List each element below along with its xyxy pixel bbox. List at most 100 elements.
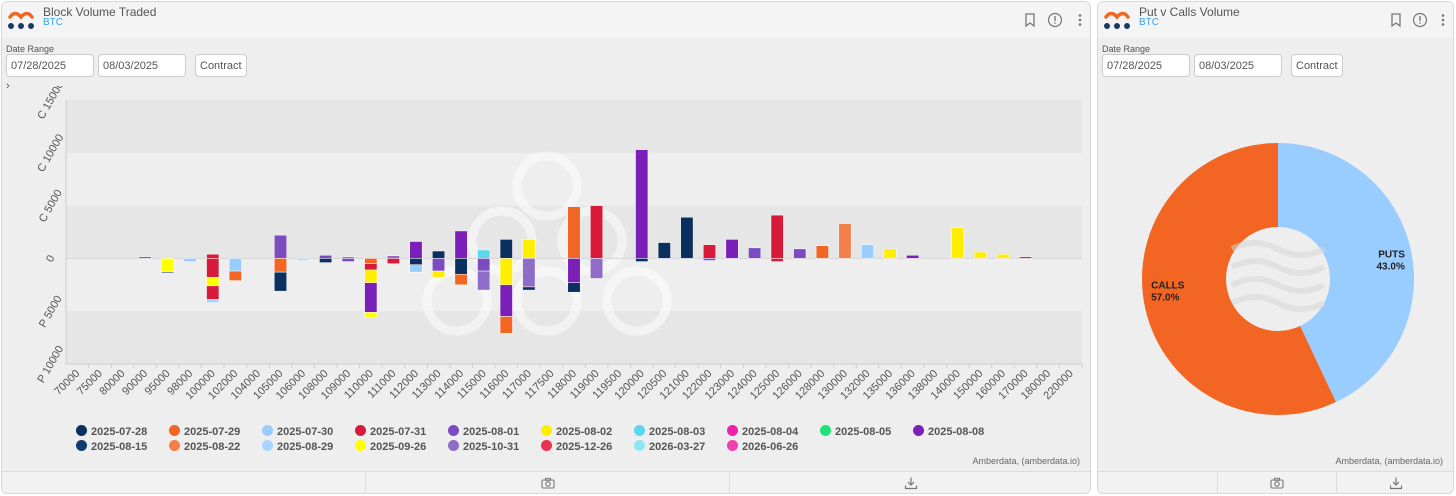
- donut-slice-calls: [1142, 143, 1336, 415]
- more-menu-icon[interactable]: [1435, 12, 1451, 28]
- bar-segment-119000: [590, 205, 604, 259]
- panel-title: Put v Calls Volume: [1139, 5, 1240, 19]
- bookmark-icon[interactable]: [1022, 12, 1038, 28]
- download-button[interactable]: [729, 472, 1090, 493]
- legend-item[interactable]: 2026-03-27: [634, 440, 705, 454]
- bar-segment-117000: [522, 239, 536, 259]
- download-icon[interactable]: [1389, 476, 1403, 490]
- watermark-wave: [1230, 276, 1326, 294]
- bar-segment-100000: [206, 277, 220, 287]
- legend-item[interactable]: 2025-08-01: [448, 425, 519, 439]
- panel-footer: [2, 471, 1090, 493]
- amberdata-logo-icon: [1104, 11, 1130, 29]
- panel-footer: [1098, 471, 1453, 493]
- expand-chevron-icon[interactable]: ›: [6, 80, 10, 92]
- legend-swatch: [541, 425, 552, 436]
- bar-segment-114000: [454, 258, 468, 275]
- legend-item[interactable]: 2025-07-30: [262, 425, 333, 439]
- camera-icon[interactable]: [1270, 476, 1284, 490]
- legend-item[interactable]: 2025-09-26: [355, 440, 426, 454]
- legend-item[interactable]: 2026-06-26: [727, 440, 798, 454]
- bar-segment-110000: [364, 282, 378, 313]
- download-button[interactable]: [1336, 472, 1453, 493]
- download-icon[interactable]: [904, 476, 918, 490]
- bar-segment-116000: [499, 258, 513, 286]
- panel-header: Put v Calls Volume BTC: [1098, 2, 1453, 38]
- legend-swatch: [76, 440, 87, 451]
- bar-segment-110000: [364, 269, 378, 283]
- legend-label: 2025-07-29: [184, 426, 241, 438]
- bar-segment-125000: [770, 258, 784, 262]
- legend-item[interactable]: 2025-08-02: [541, 425, 612, 439]
- end-date-input[interactable]: 08/03/2025: [98, 54, 186, 77]
- info-icon[interactable]: [1047, 12, 1063, 28]
- start-date-input[interactable]: 07/28/2025: [1102, 54, 1190, 77]
- bar-segment-113000: [432, 250, 445, 259]
- legend-swatch: [634, 440, 645, 451]
- bar-segment-120000: [635, 258, 649, 262]
- legend-item[interactable]: 2025-08-04: [727, 425, 798, 439]
- legend-item[interactable]: 2025-07-29: [169, 425, 240, 439]
- slice-name-label: PUTS: [1378, 249, 1405, 260]
- legend-item[interactable]: 2025-08-15: [76, 440, 147, 454]
- legend-item[interactable]: 2025-10-31: [448, 440, 519, 454]
- camera-button[interactable]: [1217, 472, 1336, 493]
- bar-segment-112000: [409, 241, 423, 259]
- legend-label: 2025-08-04: [742, 426, 799, 438]
- bar-segment-122000: [703, 258, 716, 261]
- end-date-input[interactable]: 08/03/2025: [1194, 54, 1282, 77]
- panel-header: Block Volume Traded BTC: [2, 2, 1090, 38]
- legend-item[interactable]: 2025-07-28: [76, 425, 147, 439]
- more-menu-icon[interactable]: [1072, 12, 1088, 28]
- contract-button[interactable]: Contract: [195, 54, 247, 77]
- date-range-label: Date Range: [6, 44, 55, 54]
- bar-segment-118000: [567, 282, 581, 293]
- bar-segment-113000: [432, 258, 445, 272]
- legend-label: 2025-08-03: [649, 426, 706, 438]
- legend-swatch: [820, 425, 831, 436]
- slice-name-label: CALLS: [1151, 281, 1185, 292]
- bar-segment-150000: [973, 251, 987, 259]
- legend-label: 2025-08-01: [463, 426, 520, 438]
- bar-segment-130000: [838, 223, 852, 259]
- legend-swatch: [913, 425, 924, 436]
- chart-credit: Amberdata, (amberdata.io): [1335, 456, 1443, 466]
- bar-segment-102000: [228, 258, 242, 272]
- bar-segment-111000: [386, 255, 400, 259]
- bar-segment-108000: [319, 258, 333, 263]
- camera-button[interactable]: [365, 472, 729, 493]
- bar-segment-115000: [477, 270, 491, 291]
- legend-item[interactable]: 2025-12-26: [541, 440, 612, 454]
- y-tick-label: P 5000: [37, 294, 65, 330]
- block-volume-panel: Block Volume Traded BTC Date Range 07/28…: [1, 1, 1091, 494]
- bar-segment-90000: [138, 256, 152, 259]
- camera-icon[interactable]: [541, 476, 555, 490]
- bar-segment-136000: [906, 254, 920, 259]
- y-tick-label: C 10000: [35, 132, 66, 174]
- panel-subtitle: BTC: [43, 17, 63, 28]
- panel-subtitle: BTC: [1139, 17, 1159, 28]
- bar-segment-106000: [296, 258, 310, 261]
- amberdata-logo-icon: [8, 11, 34, 29]
- legend-item[interactable]: 2025-08-03: [634, 425, 705, 439]
- legend-label: 2025-08-15: [91, 441, 148, 453]
- info-icon[interactable]: [1412, 12, 1428, 28]
- legend-item[interactable]: 2025-08-08: [913, 425, 984, 439]
- legend-item[interactable]: 2025-07-31: [355, 425, 426, 439]
- bar-segment-100000: [206, 285, 220, 300]
- bookmark-icon[interactable]: [1388, 12, 1404, 28]
- legend-item[interactable]: 2025-08-22: [169, 440, 240, 454]
- legend-item[interactable]: 2025-08-05: [820, 425, 891, 439]
- start-date-input[interactable]: 07/28/2025: [6, 54, 94, 77]
- legend-item[interactable]: 2025-08-29: [262, 440, 333, 454]
- contract-button[interactable]: Contract: [1291, 54, 1343, 77]
- watermark-ring: [512, 151, 582, 221]
- bar-segment-105000: [274, 271, 287, 292]
- bar-segment-100000: [206, 258, 220, 278]
- watermark-wave: [1230, 294, 1326, 312]
- amberdata-watermark: [1230, 240, 1326, 312]
- legend-label: 2026-03-27: [649, 441, 706, 453]
- bar-segment-119000: [590, 258, 604, 279]
- legend-swatch: [355, 440, 366, 451]
- bar-segment-118000: [567, 206, 581, 259]
